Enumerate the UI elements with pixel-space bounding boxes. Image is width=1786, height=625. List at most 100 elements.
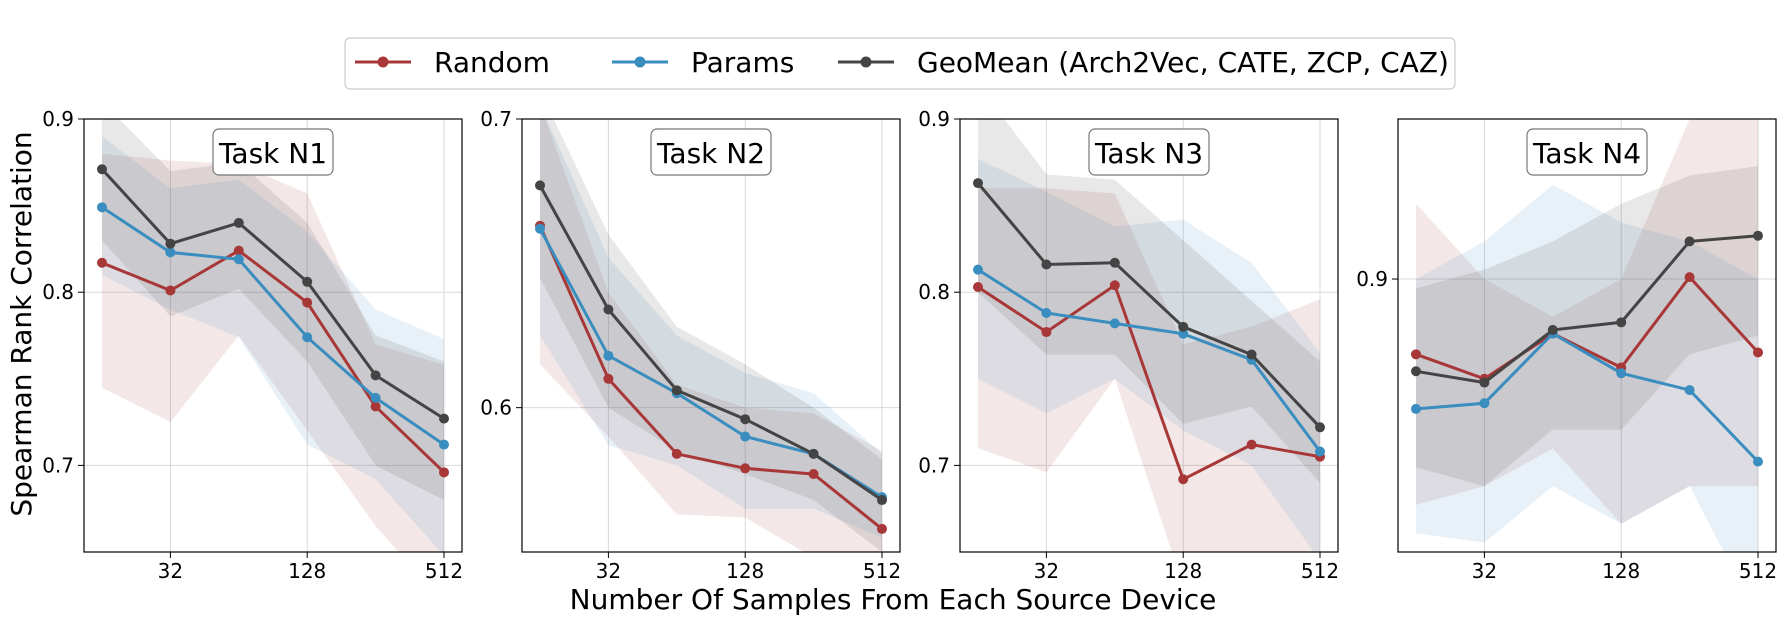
point-params bbox=[165, 247, 176, 258]
y-tick-label: 0.8 bbox=[918, 280, 950, 304]
x-tick-label: 32 bbox=[158, 559, 183, 583]
point-params bbox=[1684, 385, 1695, 396]
point-geomean-arch2vec-cate-zcp-caz bbox=[370, 370, 381, 381]
point-random bbox=[603, 373, 614, 384]
y-tick-label: 0.7 bbox=[918, 453, 950, 477]
series-line-geomean-arch2vec-cate-zcp-caz bbox=[100, 168, 445, 420]
series-line-random bbox=[977, 282, 1321, 482]
legend-marker bbox=[634, 56, 646, 68]
legend-box bbox=[344, 37, 1456, 90]
series-line-params bbox=[1415, 331, 1760, 463]
point-params bbox=[1479, 398, 1490, 409]
point-random bbox=[1753, 347, 1763, 358]
x-tick-label: 512 bbox=[1301, 559, 1339, 583]
y-tick-label: 0.8 bbox=[42, 280, 74, 304]
point-geomean-arch2vec-cate-zcp-caz bbox=[740, 414, 751, 425]
plot-area bbox=[97, 119, 449, 552]
x-tick-label: 32 bbox=[596, 559, 621, 583]
legend-item-params: Params bbox=[612, 46, 794, 79]
x-tick-label: 512 bbox=[863, 559, 901, 583]
y-tick-label: 0.7 bbox=[480, 107, 512, 131]
x-tick-label: 512 bbox=[425, 559, 463, 583]
point-params bbox=[370, 392, 381, 403]
band-random bbox=[978, 188, 1320, 552]
panel-title-box bbox=[650, 128, 772, 176]
series-line-random bbox=[1415, 274, 1760, 381]
point-random bbox=[165, 285, 176, 296]
point-params bbox=[1315, 446, 1325, 457]
x-axis-label: Number Of Samples From Each Source Devic… bbox=[570, 583, 1217, 616]
band-params bbox=[1416, 184, 1758, 552]
x-tick-label: 32 bbox=[1472, 559, 1497, 583]
point-params bbox=[740, 431, 751, 442]
point-random bbox=[1246, 439, 1257, 450]
y-tick-label: 0.7 bbox=[42, 453, 74, 477]
x-tick-label: 128 bbox=[1164, 559, 1202, 583]
point-random bbox=[877, 523, 887, 534]
panel-title: Task N4 bbox=[1532, 137, 1641, 170]
panels: 32 128 512 0.7 0.8 0.9 Task N1 32 128 512 0.6 0.7 Ta… bbox=[42, 107, 1777, 583]
point-geomean-arch2vec-cate-zcp-caz bbox=[439, 413, 449, 424]
legend-marker bbox=[377, 56, 389, 68]
panel-title-box bbox=[212, 128, 334, 176]
point-random bbox=[1178, 474, 1189, 485]
y-tick-label: 0.9 bbox=[918, 107, 950, 131]
point-geomean-arch2vec-cate-zcp-caz bbox=[1684, 236, 1695, 247]
panel-task-n1: 32 128 512 0.7 0.8 0.9 Task N1 bbox=[42, 107, 463, 583]
point-params bbox=[233, 254, 244, 265]
point-params bbox=[1041, 307, 1052, 318]
series-line-random bbox=[538, 225, 883, 531]
point-geomean-arch2vec-cate-zcp-caz bbox=[302, 276, 313, 287]
point-geomean-arch2vec-cate-zcp-caz bbox=[1041, 259, 1052, 270]
point-geomean-arch2vec-cate-zcp-caz bbox=[808, 448, 819, 459]
point-random bbox=[808, 469, 819, 480]
band-params bbox=[102, 136, 444, 552]
point-params bbox=[302, 332, 313, 343]
point-geomean-arch2vec-cate-zcp-caz bbox=[97, 164, 107, 175]
series-line-random bbox=[101, 248, 446, 474]
point-geomean-arch2vec-cate-zcp-caz bbox=[1753, 230, 1763, 241]
legend: Random Params GeoMean (Arch2Vec, CATE, ZCP… bbox=[344, 37, 1456, 90]
point-random bbox=[671, 448, 682, 459]
x-tick-label: 128 bbox=[1602, 559, 1640, 583]
point-geomean-arch2vec-cate-zcp-caz bbox=[1109, 257, 1120, 268]
point-geomean-arch2vec-cate-zcp-caz bbox=[671, 385, 682, 396]
point-geomean-arch2vec-cate-zcp-caz bbox=[1411, 366, 1421, 377]
point-geomean-arch2vec-cate-zcp-caz bbox=[1479, 377, 1490, 388]
point-geomean-arch2vec-cate-zcp-caz bbox=[1178, 321, 1189, 332]
point-random bbox=[973, 282, 983, 293]
plot-area bbox=[1411, 119, 1763, 552]
point-geomean-arch2vec-cate-zcp-caz bbox=[1616, 317, 1627, 328]
point-params bbox=[1411, 403, 1421, 414]
point-geomean-arch2vec-cate-zcp-caz bbox=[1547, 324, 1558, 335]
legend-marker bbox=[860, 56, 872, 68]
axes-frame bbox=[1397, 118, 1777, 553]
point-geomean-arch2vec-cate-zcp-caz bbox=[973, 178, 983, 189]
point-params bbox=[1109, 318, 1120, 329]
panel-title: Task N2 bbox=[656, 137, 765, 170]
point-geomean-arch2vec-cate-zcp-caz bbox=[1246, 349, 1257, 360]
y-tick-label: 0.6 bbox=[480, 396, 512, 420]
series-line-geomean-arch2vec-cate-zcp-caz bbox=[538, 184, 883, 502]
panel-title-box bbox=[1526, 128, 1648, 176]
x-tick-label: 32 bbox=[1034, 559, 1059, 583]
panel-task-n2: 32 128 512 0.6 0.7 Task N2 bbox=[480, 107, 901, 583]
x-tick-label: 128 bbox=[288, 559, 326, 583]
band-random bbox=[1416, 119, 1758, 524]
band-params bbox=[540, 119, 882, 538]
band-geomean-arch2vec-cate-zcp-caz bbox=[978, 119, 1320, 483]
panel-title: Task N3 bbox=[1094, 137, 1203, 170]
panel-task-n3: 32 128 512 0.7 0.8 0.9 Task N3 bbox=[918, 107, 1339, 583]
series-line-geomean-arch2vec-cate-zcp-caz bbox=[1415, 234, 1759, 385]
point-random bbox=[740, 463, 751, 474]
point-random bbox=[370, 401, 381, 412]
plot-area bbox=[535, 119, 887, 552]
axes-frame bbox=[521, 118, 901, 553]
point-params bbox=[1753, 456, 1763, 467]
y-axis-label: Spearman Rank Correlation bbox=[5, 131, 38, 516]
axes-frame bbox=[83, 118, 463, 553]
point-params bbox=[1178, 328, 1189, 339]
axes-frame bbox=[959, 118, 1339, 553]
point-geomean-arch2vec-cate-zcp-caz bbox=[603, 304, 614, 315]
x-tick-label: 128 bbox=[726, 559, 764, 583]
